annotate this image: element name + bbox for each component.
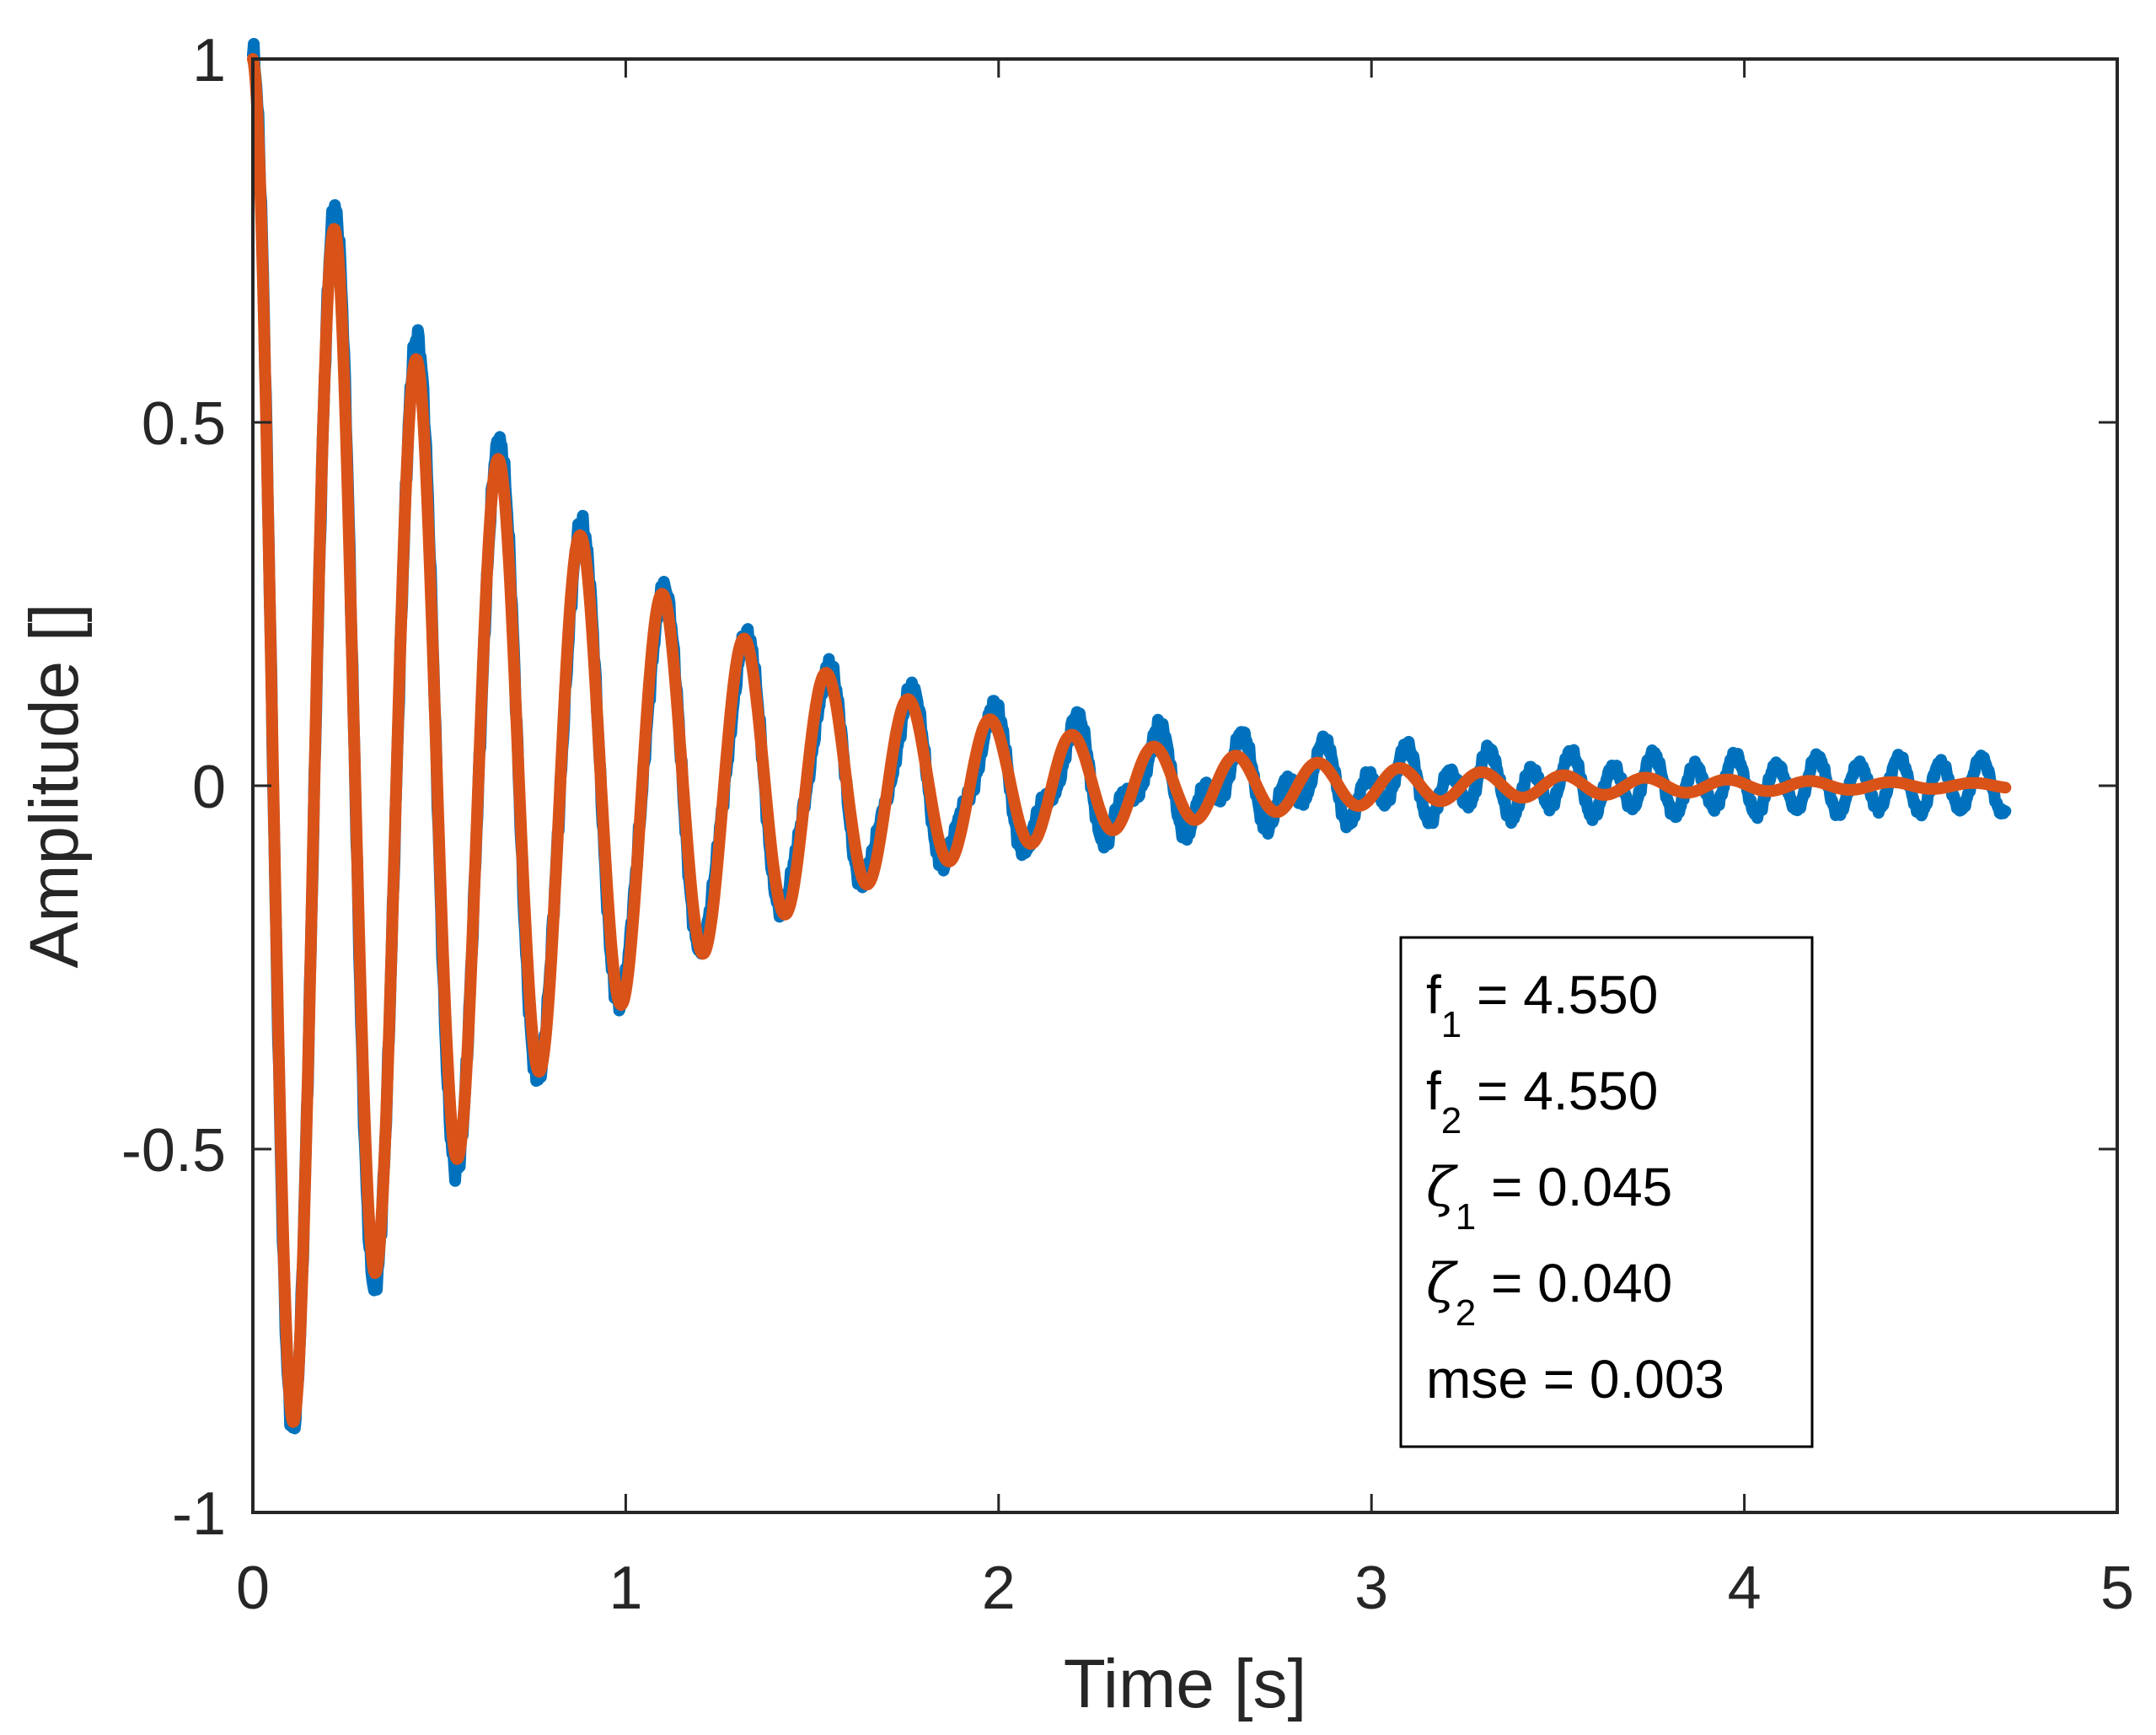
y-tick-label: 1: [192, 27, 226, 94]
x-tick-label: 5: [2100, 1555, 2134, 1622]
fit-parameters-box: [1399, 936, 1814, 1448]
fit-parameter-line: ζ1 = 0.045: [1426, 1157, 1672, 1238]
plot-lines: [247, 38, 2012, 1435]
y-tick-label: -0.5: [121, 1117, 226, 1184]
x-tick-label: 2: [982, 1555, 1016, 1622]
y-axis-ticks: -1 -0.5 0 0.5 1: [121, 27, 2117, 1548]
fit-parameter-line: ζ2 = 0.040: [1426, 1253, 1672, 1334]
fit-parameter-line: f1 = 4.550: [1426, 964, 1658, 1045]
x-tick-label: 4: [1728, 1555, 1762, 1622]
x-tick-label: 3: [1354, 1555, 1388, 1622]
x-tick-label: 0: [236, 1555, 270, 1622]
x-axis-label: Time [s]: [1064, 1646, 1307, 1722]
fit-parameters-text: f1 = 4.550 f2 = 4.550 ζ1 = 0.045 ζ2 = 0.040…: [1426, 964, 1724, 1410]
y-axis-label: Amplitude []: [16, 604, 93, 969]
y-tick-label: 0.5: [142, 390, 226, 458]
fit-parameter-line: f2 = 4.550: [1426, 1061, 1658, 1141]
x-tick-label: 1: [609, 1555, 642, 1622]
y-tick-label: 0: [192, 754, 226, 821]
fit-parameter-line: mse = 0.003: [1426, 1349, 1724, 1410]
x-axis-ticks: 0 1 2 3 4 5: [236, 59, 2134, 1622]
y-tick-label: -1: [172, 1480, 226, 1548]
series-line-fitted: [247, 53, 2012, 1428]
